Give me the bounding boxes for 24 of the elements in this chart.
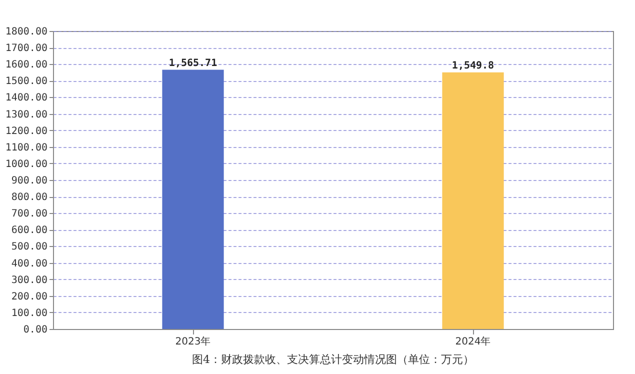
y-tick-label: 600.00 [11,225,48,236]
y-tick-label: 1100.00 [5,142,48,154]
y-tick-label: 500.00 [11,242,48,253]
data-label: 1,549.8 [452,60,494,72]
y-tick-label: 100.00 [11,308,48,319]
y-tick-label: 1200.00 [5,126,48,137]
x-tick-label: 2024年 [455,336,491,348]
y-tick-label: 1400.00 [5,92,48,104]
y-tick-label: 1800.00 [5,26,48,38]
y-tick-label: 200.00 [11,291,48,302]
y-tick-label: 0.00 [23,324,48,336]
y-tick-label: 1500.00 [5,76,48,88]
y-tick-label: 900.00 [11,176,48,186]
y-tick-label: 800.00 [11,192,48,204]
y-tick-label: 1700.00 [5,43,48,54]
y-tick-label: 400.00 [11,258,48,270]
y-tick-label: 300.00 [11,274,48,286]
y-tick-label: 700.00 [11,208,48,220]
y-tick-label: 1000.00 [5,158,48,170]
data-label: 1,565.71 [168,58,218,69]
text: 图4：财政拨款收、支决算总计变动情况图（单位：万元） [192,353,474,366]
y-tick-label: 1600.00 [5,60,48,71]
x-tick-label: 2023年 [175,336,211,348]
y-tick-label: 1300.00 [5,109,48,120]
